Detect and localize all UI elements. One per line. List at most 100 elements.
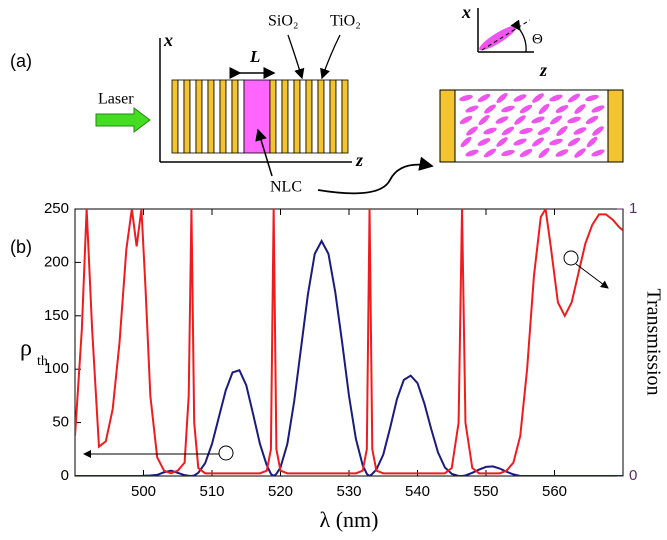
sio2-layer bbox=[311, 79, 319, 154]
y2-axis-label: Transmission bbox=[642, 288, 664, 395]
molecule bbox=[460, 136, 472, 148]
molecule bbox=[592, 126, 604, 136]
length-label: L bbox=[249, 47, 260, 66]
arrow bbox=[255, 128, 273, 177]
multilayer-stack bbox=[171, 79, 349, 154]
molecules bbox=[459, 93, 605, 159]
molecule bbox=[586, 136, 598, 148]
tio2-layer bbox=[269, 79, 277, 154]
molecule bbox=[483, 148, 497, 158]
molecule bbox=[465, 105, 479, 113]
y2-tick-label: 0 bbox=[629, 467, 637, 484]
molecule bbox=[459, 94, 473, 102]
x-tick-label: 500 bbox=[131, 483, 156, 500]
molecule bbox=[556, 126, 568, 136]
tio2-layer bbox=[293, 79, 301, 154]
molecule bbox=[513, 138, 527, 146]
sio2-layer bbox=[237, 79, 245, 154]
molecule bbox=[538, 147, 550, 159]
molecule bbox=[496, 93, 508, 103]
molecule bbox=[501, 105, 515, 113]
molecule bbox=[484, 104, 496, 114]
tio2-layer bbox=[219, 79, 227, 154]
x-axis-label: λ (nm) bbox=[320, 507, 379, 532]
molecule bbox=[466, 126, 478, 136]
y-tick-label: 50 bbox=[52, 414, 69, 431]
series-line bbox=[75, 209, 623, 475]
sio2-layer bbox=[275, 79, 283, 154]
molecule bbox=[591, 149, 605, 157]
sio2-layer bbox=[177, 79, 185, 154]
tio2-layer bbox=[341, 79, 349, 154]
laser-label: Laser bbox=[98, 91, 134, 108]
sio2-layer bbox=[189, 79, 197, 154]
tio2-layer bbox=[171, 79, 179, 154]
nlc-layer bbox=[243, 79, 271, 154]
y-tick-label: 0 bbox=[61, 467, 69, 484]
molecule bbox=[465, 149, 479, 157]
director bbox=[481, 19, 531, 51]
sio2-layer bbox=[213, 79, 221, 154]
molecule bbox=[549, 138, 563, 146]
nlc-label: NLC bbox=[270, 179, 302, 196]
x-tick-label: 550 bbox=[473, 483, 498, 500]
molecule bbox=[555, 105, 569, 113]
molecule bbox=[513, 94, 527, 102]
molecule bbox=[477, 93, 491, 103]
molecule bbox=[478, 114, 490, 126]
arrow bbox=[317, 156, 434, 195]
callout-arrow bbox=[575, 263, 609, 289]
molecule bbox=[477, 138, 491, 146]
sio2-layer bbox=[323, 79, 331, 154]
laser-arrow bbox=[95, 107, 151, 133]
tio2-layer bbox=[329, 79, 337, 154]
axis-label: x bbox=[461, 2, 471, 22]
substrate bbox=[607, 89, 624, 163]
x-tick-label: 510 bbox=[199, 483, 224, 500]
molecule bbox=[514, 115, 526, 125]
molecule bbox=[585, 94, 599, 102]
molecule bbox=[550, 115, 562, 125]
substrate bbox=[439, 89, 456, 163]
y-tick-label: 200 bbox=[44, 253, 69, 270]
arrow bbox=[287, 34, 305, 80]
tio2-layer bbox=[317, 79, 325, 154]
axis-label: x bbox=[163, 30, 173, 50]
molecule bbox=[532, 93, 544, 103]
axis-label: z bbox=[539, 60, 547, 80]
angle-label: Θ bbox=[532, 31, 543, 47]
x-tick-label: 560 bbox=[542, 483, 567, 500]
sio2-layer bbox=[287, 79, 295, 154]
molecule bbox=[459, 115, 473, 125]
series-line bbox=[75, 238, 623, 476]
y-tick-label: 150 bbox=[44, 307, 69, 324]
arrow bbox=[320, 34, 341, 80]
plot-frame bbox=[74, 208, 624, 477]
molecule bbox=[495, 116, 509, 124]
tio2-layer bbox=[305, 79, 313, 154]
layer-label: SiO₂ bbox=[268, 13, 298, 30]
panel-label: (b) bbox=[10, 237, 32, 257]
molecule bbox=[519, 127, 533, 135]
molecule bbox=[549, 94, 563, 102]
panel-label: (a) bbox=[10, 51, 32, 71]
tio2-layer bbox=[231, 79, 239, 154]
axis-label: z bbox=[355, 150, 363, 170]
molecule bbox=[567, 137, 581, 147]
sio2-layer bbox=[335, 79, 343, 154]
molecule bbox=[591, 105, 605, 113]
molecule bbox=[555, 149, 569, 157]
molecule bbox=[574, 104, 586, 114]
molecule bbox=[531, 116, 545, 124]
x-tick-label: 530 bbox=[336, 483, 361, 500]
y-axis-label: ρ bbox=[20, 336, 32, 362]
molecule bbox=[501, 149, 515, 157]
callout bbox=[563, 250, 579, 266]
molecule bbox=[496, 137, 508, 147]
molecule bbox=[519, 104, 533, 114]
molecule bbox=[483, 127, 497, 135]
molecule bbox=[567, 116, 581, 124]
tio2-layer bbox=[183, 79, 191, 154]
molecule bbox=[585, 115, 599, 125]
